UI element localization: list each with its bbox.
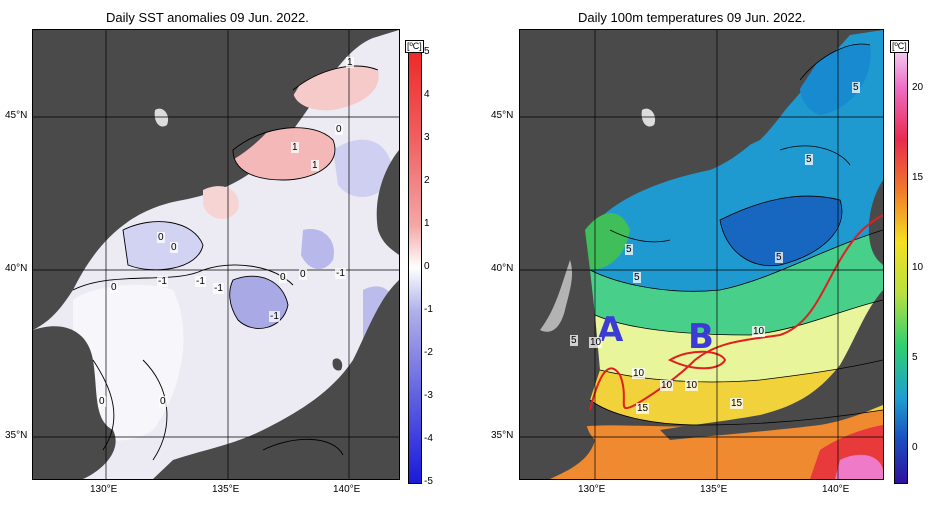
anomaly-cool-patch [333, 139, 393, 197]
colorbar-tick-label: 4 [424, 89, 430, 100]
contour-label: 0 [159, 396, 167, 407]
contour-label: 5 [570, 335, 578, 346]
lat-label: 45°N [5, 110, 28, 121]
contour-label: 0 [98, 396, 106, 407]
contour-label: 1 [346, 57, 354, 68]
contour-label: -1 [213, 283, 224, 294]
contour-label: 1 [311, 479, 319, 480]
anomaly-cool-patch [123, 221, 203, 270]
contour-label: 15 [730, 398, 744, 409]
water-pink [835, 454, 883, 479]
lon-label: 140°E [333, 484, 361, 495]
contour-label: -1 [157, 276, 168, 287]
sst-anomaly-map-svg [33, 30, 399, 479]
colorbar-tick-label: 3 [424, 132, 430, 143]
temp100m-map-svg [520, 30, 883, 479]
temperature-contours [589, 43, 883, 426]
contour-label: 1 [311, 160, 319, 171]
colorbar-tick-label: 10 [912, 262, 924, 273]
anomaly-cool-patch [301, 229, 334, 270]
graticule [520, 30, 883, 479]
lon-label: 130°E [578, 484, 606, 495]
contour-label: 15 [636, 403, 650, 414]
contour-label: 0 [110, 282, 118, 293]
land-japan-honshu [153, 280, 399, 479]
land-japan-hokkaido [376, 150, 399, 255]
anomaly-warm-patch [203, 186, 239, 220]
water-very-cold [720, 196, 842, 266]
region-label-b: B [688, 317, 714, 357]
land-japan-honshu [660, 290, 883, 440]
colorbar-tick-label: -1 [424, 304, 433, 315]
contour-label: 5 [805, 154, 813, 165]
lat-label: 40°N [5, 263, 28, 274]
sst-anomaly-colorbar [408, 52, 422, 484]
contour-label: -1 [195, 276, 206, 287]
contour-label: 1 [291, 142, 299, 153]
contour-label: 5 [625, 244, 633, 255]
contour-label: -1 [269, 311, 280, 322]
contour-label: 0 [299, 269, 307, 280]
contour-label: 0 [170, 242, 178, 253]
contour-label: 0 [335, 124, 343, 135]
colorbar-tick-label: 0 [424, 261, 430, 272]
lat-label: 35°N [491, 430, 514, 441]
colorbar-tick-label: 20 [912, 82, 924, 93]
colorbar-tick-label: -5 [424, 476, 433, 487]
contour-label: 0 [157, 232, 165, 243]
lat-label: 40°N [491, 263, 514, 274]
land-continent [33, 30, 333, 310]
colorbar-tick-label: 2 [424, 175, 430, 186]
colorbar-tick-label: 15 [912, 172, 924, 183]
anomaly-warm-patch [293, 66, 379, 111]
contour-label: 10 [752, 326, 766, 337]
contour-label: 0 [279, 272, 287, 283]
land-japan-hokkaido [868, 180, 883, 265]
lon-label: 135°E [212, 484, 240, 495]
land-continent [520, 30, 840, 340]
coast-shelf [540, 260, 573, 332]
colorbar-tick-label: 5 [912, 352, 918, 363]
colorbar-tick-label: 5 [424, 46, 430, 57]
lat-label: 45°N [491, 110, 514, 121]
contour-label: 5 [633, 272, 641, 283]
temp100m-title: Daily 100m temperatures 09 Jun. 2022. [578, 10, 806, 25]
lat-label: 35°N [5, 430, 28, 441]
front-eddy [667, 350, 727, 370]
temp100m-map[interactable]: A B 5 5 5 5 5 5 10 10 10 10 15 15 15 10 [519, 29, 884, 480]
island-rishiri [154, 108, 169, 127]
water-green-west [585, 213, 630, 270]
colorbar-tick-label: -2 [424, 347, 433, 358]
colorbar-tick-label: -3 [424, 390, 433, 401]
anomaly-contours [72, 65, 379, 461]
anomaly-warm-patch [233, 127, 335, 180]
contour-label: 10 [589, 337, 603, 348]
contour-label: 5 [852, 82, 860, 93]
contour-label: 10 [660, 380, 674, 391]
land-korea [33, 326, 116, 479]
colorbar-tick-label: 0 [912, 442, 918, 453]
lon-label: 140°E [822, 484, 850, 495]
lon-label: 130°E [90, 484, 118, 495]
contour-label: 10 [632, 368, 646, 379]
colorbar-tick-label: 1 [424, 218, 430, 229]
sst-anomaly-map[interactable]: 1 0 1 1 0 0 0 0 -1 -1 -1 -1 -1 0 0 0 1 [32, 29, 400, 480]
water-cold-north [799, 44, 871, 115]
contour-label: 10 [685, 380, 699, 391]
island-sado [332, 358, 343, 371]
sst-anomaly-title: Daily SST anomalies 09 Jun. 2022. [106, 10, 309, 25]
colorbar-tick-label: -4 [424, 433, 433, 444]
land-korea [520, 336, 595, 479]
water-green [590, 230, 883, 335]
temp100m-colorbar [894, 52, 908, 484]
contour-label: -1 [335, 268, 346, 279]
lon-label: 135°E [700, 484, 728, 495]
island-rishiri [641, 108, 656, 127]
contour-label: 5 [775, 252, 783, 263]
